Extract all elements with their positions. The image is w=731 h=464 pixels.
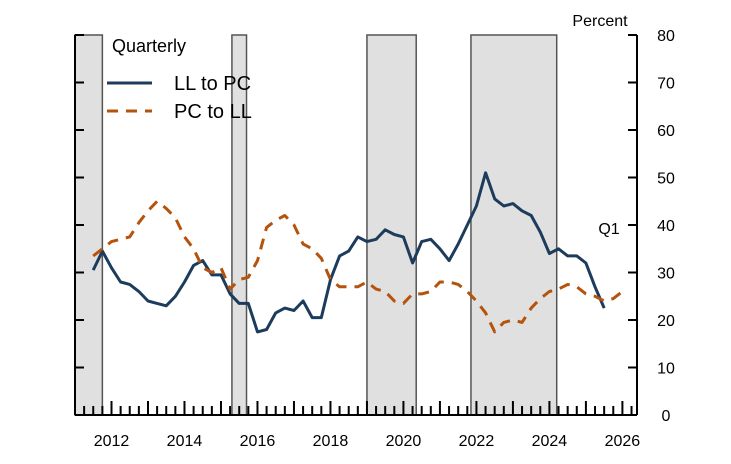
y-tick-label: 10 — [657, 361, 675, 378]
x-tick-label: 2026 — [605, 433, 641, 450]
series-line-ll-to-pc — [91, 171, 606, 334]
y-tick-label: 30 — [657, 266, 675, 283]
y-tick-label: 0 — [662, 408, 671, 425]
recession-shading — [74, 34, 558, 416]
axis-ticks — [74, 34, 637, 416]
y-unit-label: Percent — [572, 13, 628, 30]
y-tick-label: 60 — [657, 123, 675, 140]
legend-label-ll-to-pc: LL to PC — [174, 73, 251, 95]
legend-label-pc-to-ll: PC to LL — [174, 101, 252, 123]
y-tick-label: 40 — [657, 218, 675, 235]
x-tick-label: 2020 — [386, 433, 422, 450]
y-tick-label: 50 — [657, 171, 675, 188]
frequency-label: Quarterly — [112, 36, 186, 56]
plot-frame — [74, 35, 638, 416]
x-tick-label: 2014 — [167, 433, 203, 450]
series-line-pc-to-ll — [92, 199, 624, 334]
x-tick-label: 2016 — [240, 433, 276, 450]
x-tick-label: 2024 — [532, 433, 568, 450]
y-tick-label: 70 — [657, 76, 675, 93]
x-tick-label: 2012 — [94, 433, 130, 450]
series-lines — [91, 171, 624, 334]
x-tick-label: 2022 — [459, 433, 495, 450]
shaded-period — [470, 34, 558, 416]
legend: LL to PC PC to LL — [107, 73, 252, 123]
y-tick-label: 80 — [657, 28, 675, 45]
shaded-period — [366, 34, 417, 416]
tick-labels: 0 10 20 30 40 50 60 70 80 2012 2014 2016 2018 2020 202… — [94, 28, 675, 450]
end-marker-label: Q1 — [598, 221, 619, 238]
x-tick-label: 2018 — [313, 433, 349, 450]
y-tick-label: 20 — [657, 313, 675, 330]
